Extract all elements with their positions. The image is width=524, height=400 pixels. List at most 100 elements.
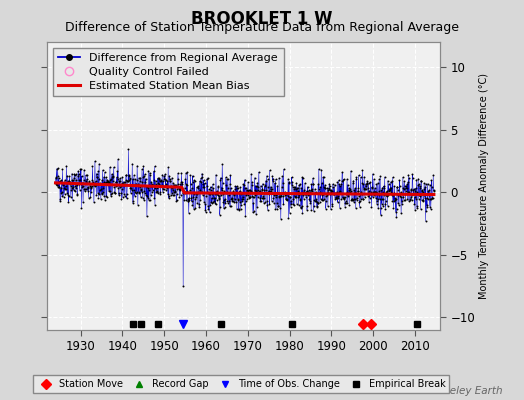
Point <box>181 181 190 187</box>
Point <box>302 194 310 200</box>
Point <box>400 182 409 189</box>
Point <box>211 201 220 208</box>
Point <box>250 190 258 196</box>
Point <box>266 189 275 196</box>
Point <box>223 176 231 182</box>
Point <box>363 180 371 186</box>
Point <box>331 190 340 196</box>
Point <box>94 194 103 201</box>
Point <box>216 177 225 184</box>
Point <box>117 190 125 196</box>
Point <box>201 180 209 186</box>
Point <box>180 188 188 194</box>
Point <box>231 185 239 192</box>
Point <box>355 192 363 199</box>
Point <box>410 201 419 207</box>
Point <box>339 195 347 201</box>
Point <box>108 171 116 177</box>
Point <box>362 183 370 190</box>
Point <box>103 194 111 200</box>
Point <box>260 183 269 190</box>
Point <box>404 189 412 196</box>
Point <box>268 198 276 204</box>
Point <box>328 203 336 209</box>
Point <box>388 192 396 198</box>
Point <box>320 184 328 190</box>
Point <box>314 181 322 187</box>
Point <box>297 185 305 191</box>
Point <box>204 206 212 212</box>
Point <box>220 188 228 194</box>
Point <box>421 218 430 224</box>
Point <box>147 179 156 185</box>
Point <box>73 182 81 188</box>
Point <box>171 188 180 195</box>
Point <box>97 181 105 187</box>
Point <box>66 178 74 185</box>
Point <box>168 174 176 181</box>
Point <box>358 180 366 186</box>
Point <box>209 181 217 187</box>
Point <box>396 183 404 189</box>
Point <box>124 177 132 184</box>
Point <box>225 198 233 205</box>
Point <box>386 185 395 191</box>
Point <box>153 189 161 195</box>
Point <box>255 188 264 194</box>
Point <box>333 199 342 206</box>
Point <box>238 194 247 200</box>
Point <box>407 186 416 193</box>
Point <box>384 192 392 198</box>
Point <box>87 184 95 190</box>
Point <box>389 174 397 180</box>
Point <box>210 191 219 197</box>
Point <box>105 179 113 186</box>
Point <box>105 188 114 195</box>
Point <box>221 203 229 210</box>
Point <box>125 177 133 183</box>
Point <box>355 198 364 205</box>
Point <box>364 190 373 196</box>
Point <box>85 181 94 187</box>
Point <box>366 191 374 197</box>
Point <box>85 178 93 184</box>
Point <box>414 175 422 182</box>
Point <box>428 194 436 201</box>
Point <box>153 188 161 194</box>
Point <box>292 194 300 200</box>
Point <box>156 177 164 184</box>
Point <box>150 195 158 201</box>
Point <box>310 202 318 209</box>
Point <box>287 204 295 210</box>
Point <box>280 190 288 196</box>
Point <box>123 191 131 197</box>
Point <box>409 191 418 197</box>
Point <box>239 181 247 187</box>
Point <box>95 190 104 197</box>
Point <box>283 189 292 196</box>
Point <box>145 182 154 188</box>
Point <box>178 185 186 192</box>
Point <box>64 178 72 184</box>
Point <box>206 202 214 208</box>
Point <box>371 185 379 192</box>
Point <box>395 191 403 198</box>
Point <box>327 187 335 193</box>
Point <box>170 192 178 198</box>
Point <box>269 178 277 184</box>
Point <box>289 195 298 202</box>
Point <box>118 194 127 200</box>
Point <box>137 186 145 192</box>
Point <box>260 194 268 201</box>
Point <box>412 176 421 183</box>
Point <box>402 185 411 192</box>
Point <box>322 205 330 212</box>
Point <box>272 200 281 206</box>
Point <box>163 178 172 184</box>
Point <box>70 171 79 177</box>
Point <box>329 191 337 198</box>
Point <box>174 176 182 182</box>
Point <box>346 189 354 196</box>
Point <box>183 188 191 194</box>
Point <box>427 177 435 184</box>
